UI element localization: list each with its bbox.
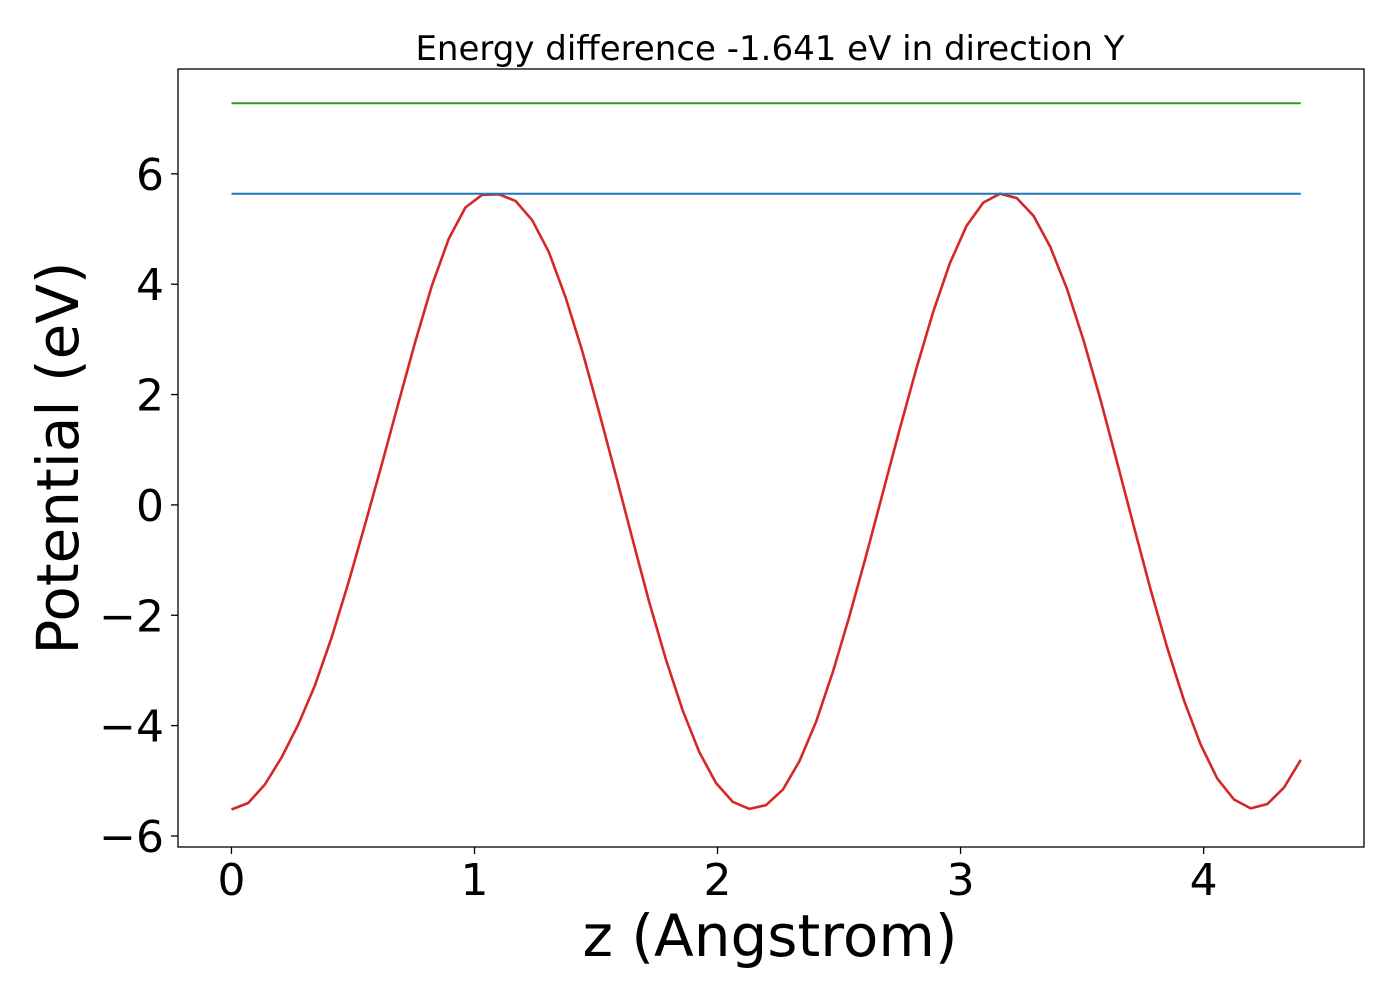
y-axis-label: Potential (eV): [24, 261, 92, 654]
y-tick-label: 2: [136, 371, 164, 422]
x-axis-label: z (Angstrom): [583, 902, 958, 970]
axes-frame: [177, 68, 1365, 848]
plot-area: [231, 102, 1302, 811]
y-tick-label: −2: [99, 591, 164, 642]
x-tick-label: 3: [947, 855, 975, 906]
y-tick-label: 4: [136, 260, 164, 311]
series-line-0: [231, 192, 1302, 811]
y-axis-ticks: −6 −4 −2 0 2 4 6: [99, 150, 178, 863]
x-axis-ticks: 0 1 2 3 4: [217, 847, 1218, 906]
y-tick-label: 0: [136, 481, 164, 532]
y-tick-label: −6: [99, 812, 164, 863]
x-tick-label: 1: [461, 855, 489, 906]
x-tick-label: 0: [217, 855, 245, 906]
y-tick-label: −4: [99, 702, 164, 753]
chart-title: Energy difference -1.641 eV in direction…: [415, 29, 1124, 69]
x-tick-label: 4: [1190, 855, 1218, 906]
x-tick-label: 2: [704, 855, 732, 906]
y-tick-label: 6: [136, 150, 164, 201]
